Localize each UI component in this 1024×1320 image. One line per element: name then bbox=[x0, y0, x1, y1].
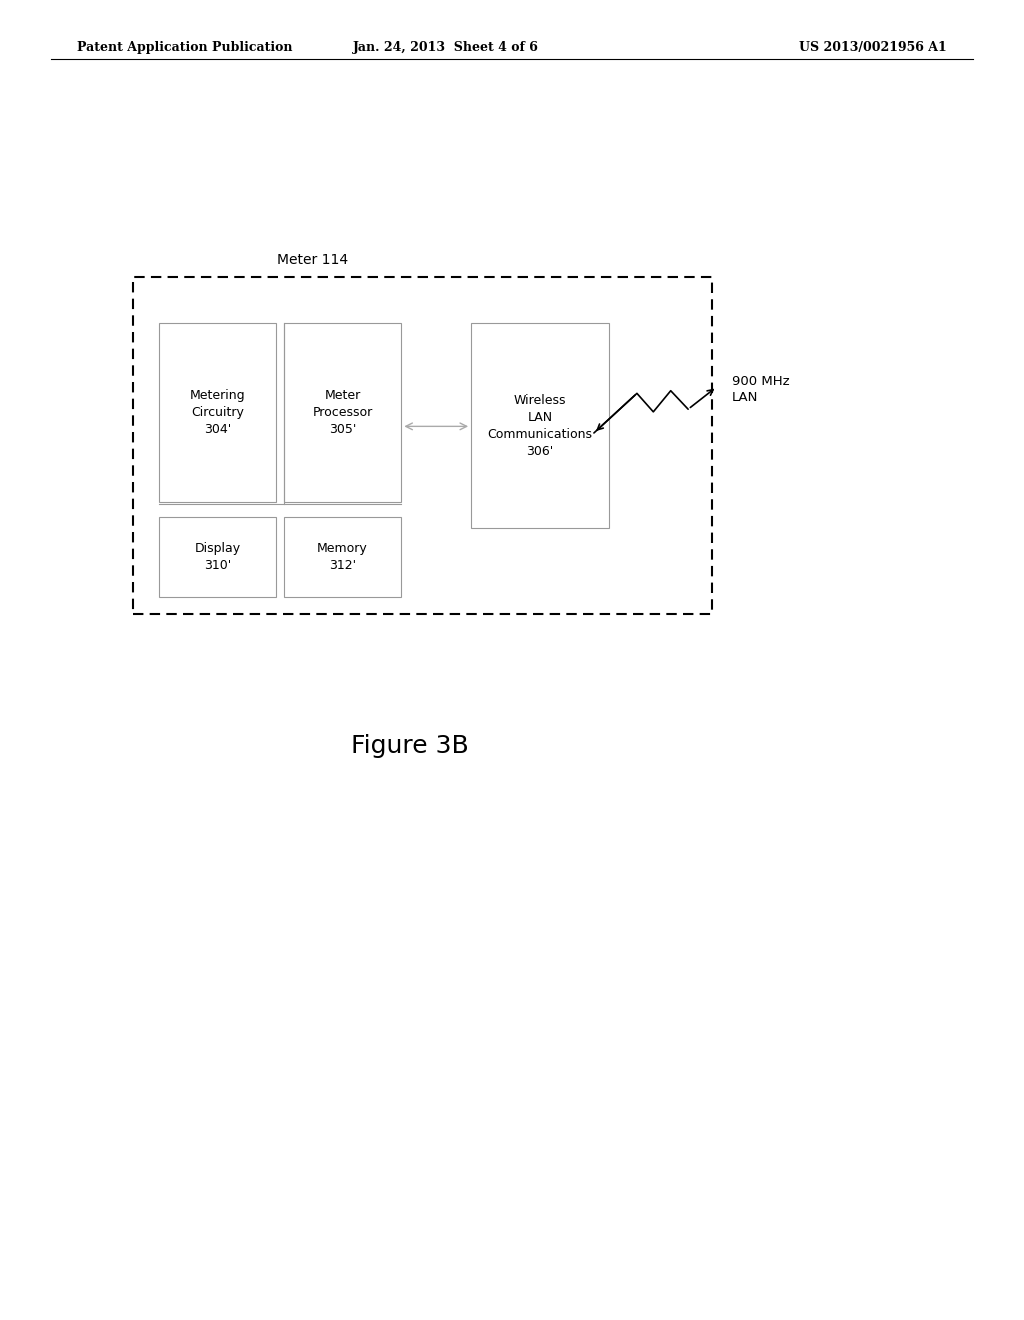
Text: US 2013/0021956 A1: US 2013/0021956 A1 bbox=[799, 41, 946, 54]
Text: Figure 3B: Figure 3B bbox=[351, 734, 468, 758]
Text: 900 MHz
LAN: 900 MHz LAN bbox=[732, 375, 790, 404]
Bar bbox=[159, 323, 276, 502]
Bar bbox=[284, 517, 401, 597]
Bar bbox=[471, 323, 609, 528]
Text: Meter 114: Meter 114 bbox=[276, 252, 348, 267]
Text: Memory
312': Memory 312' bbox=[317, 543, 368, 572]
Text: Patent Application Publication: Patent Application Publication bbox=[77, 41, 292, 54]
Text: Meter
Processor
305': Meter Processor 305' bbox=[312, 389, 373, 436]
Bar bbox=[133, 277, 712, 614]
Text: Display
310': Display 310' bbox=[195, 543, 241, 572]
Text: Jan. 24, 2013  Sheet 4 of 6: Jan. 24, 2013 Sheet 4 of 6 bbox=[352, 41, 539, 54]
Text: Wireless
LAN
Communications
306': Wireless LAN Communications 306' bbox=[487, 393, 593, 458]
Bar bbox=[159, 517, 276, 597]
Text: Metering
Circuitry
304': Metering Circuitry 304' bbox=[189, 389, 246, 436]
Bar bbox=[284, 323, 401, 502]
